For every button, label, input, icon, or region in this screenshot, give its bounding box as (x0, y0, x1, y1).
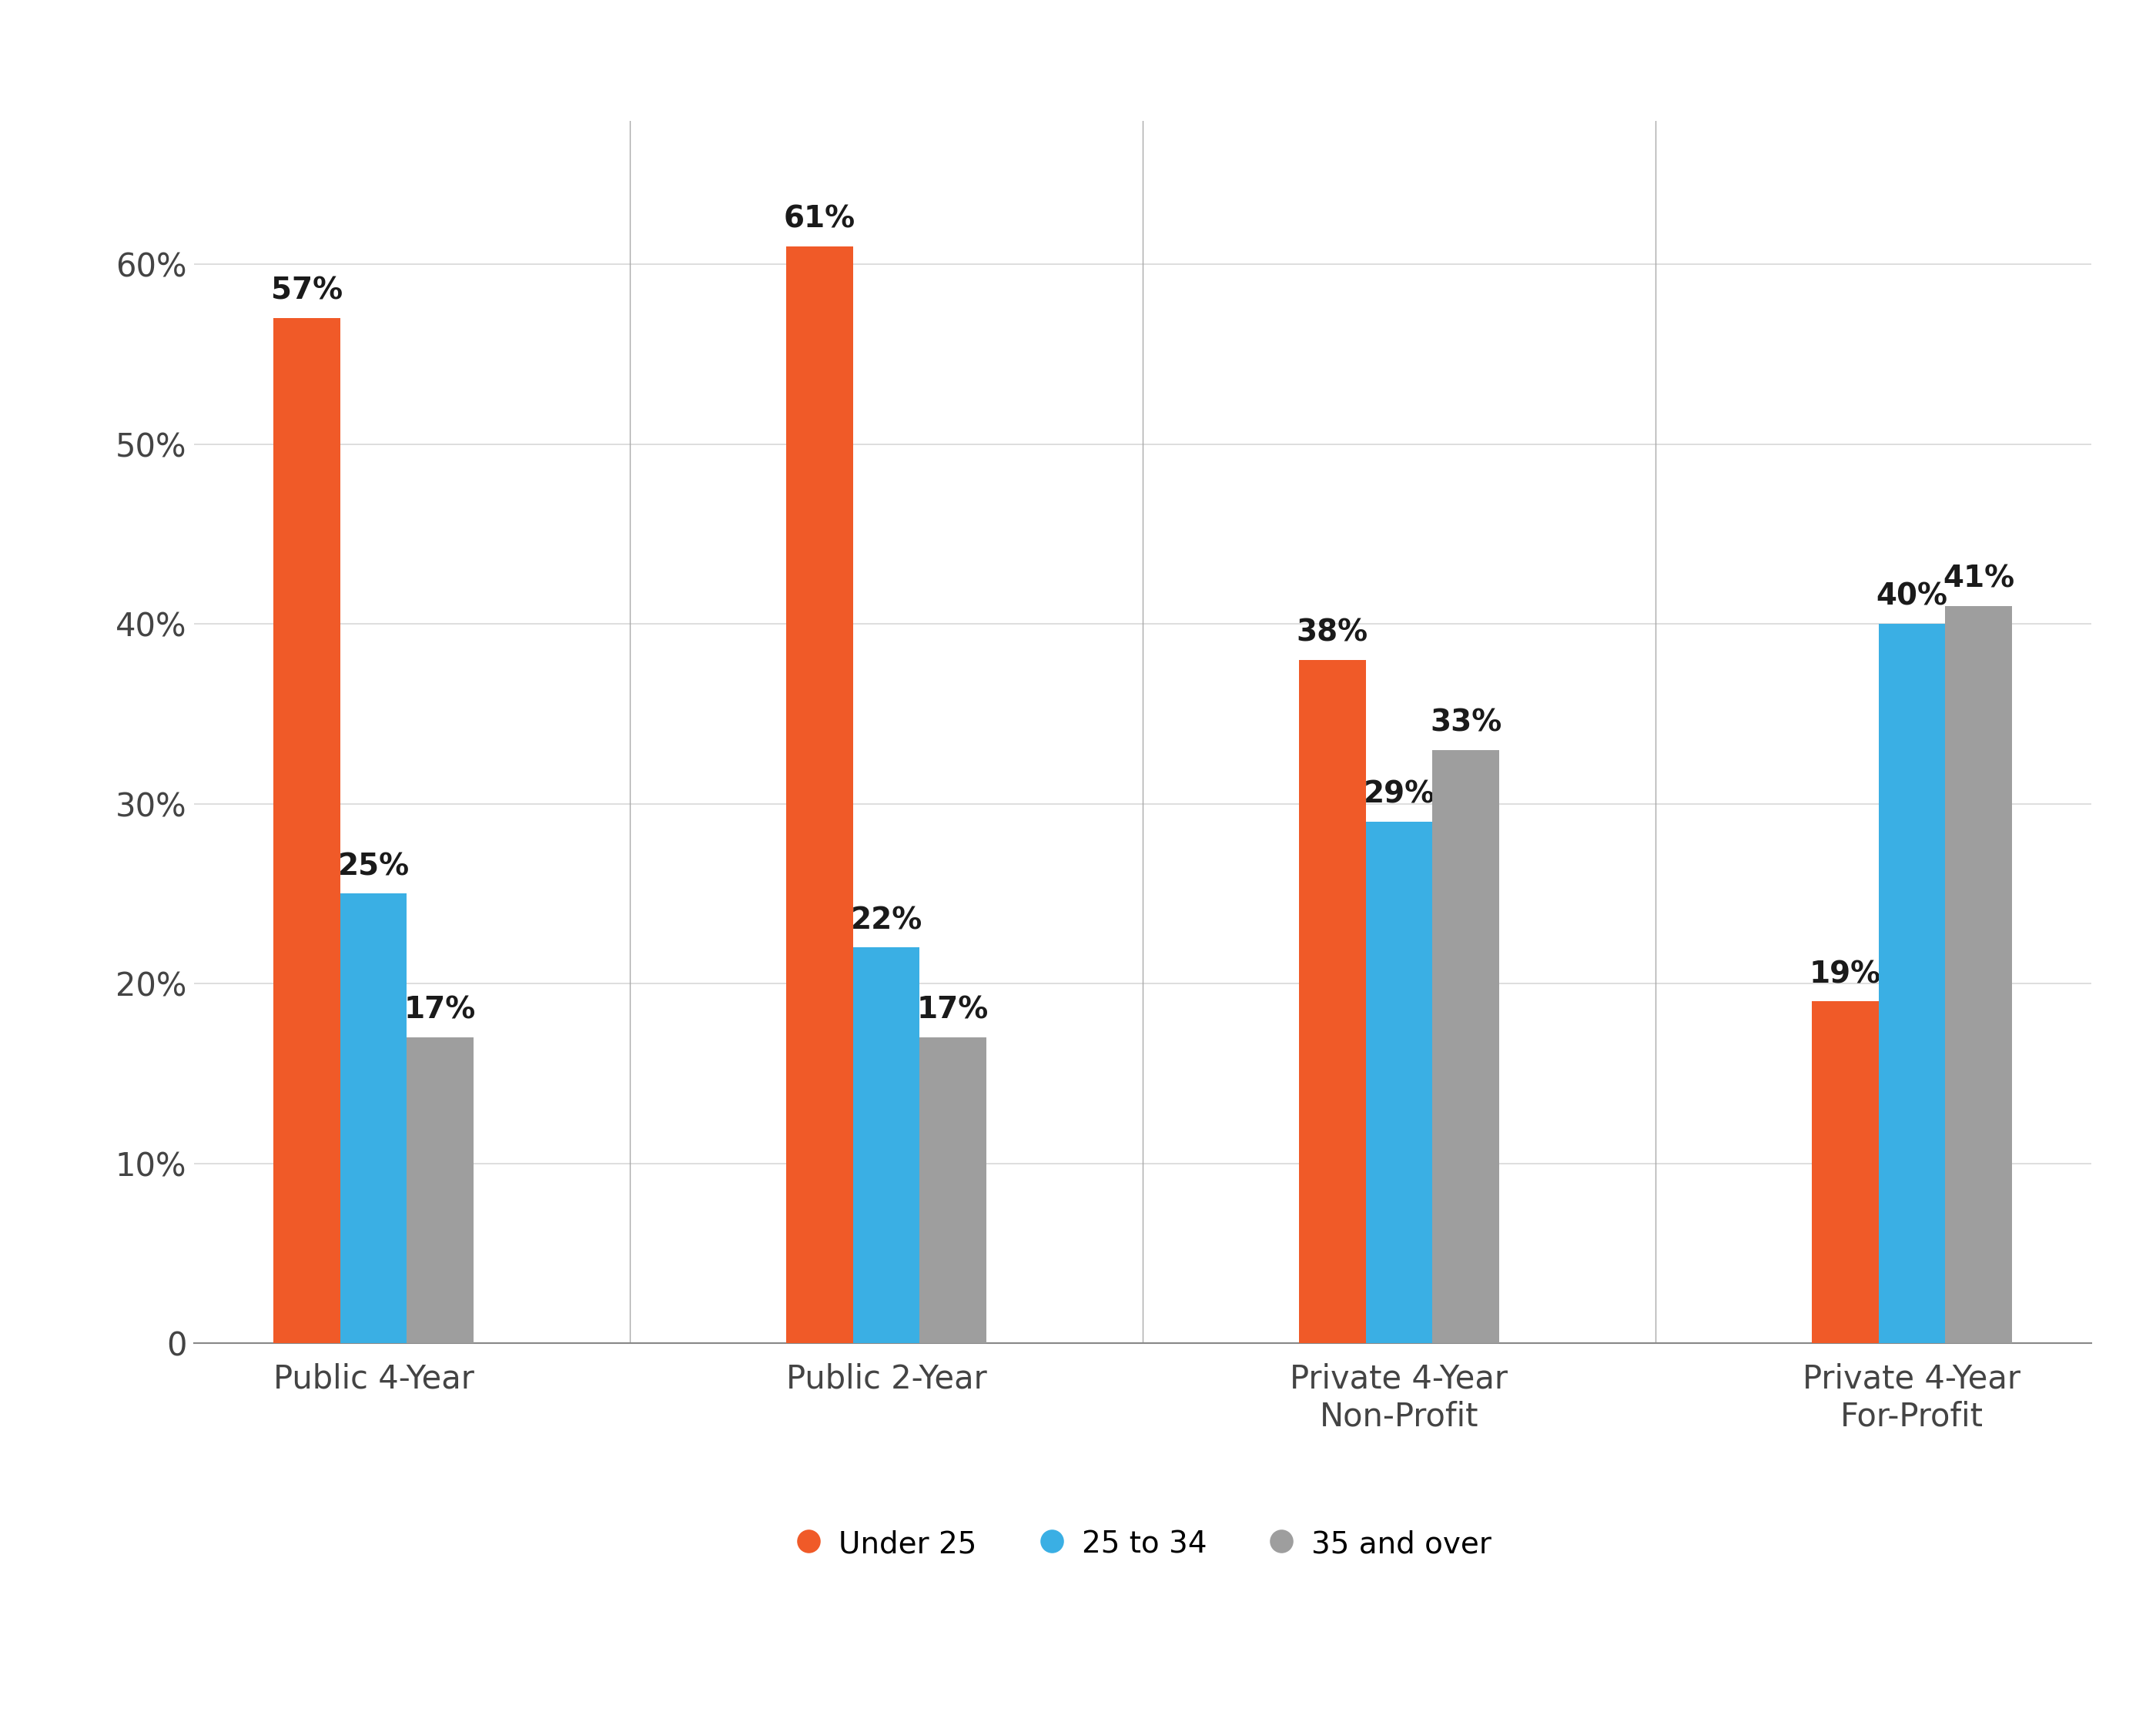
Bar (274, 319, 341, 1343)
Text: 17%: 17% (405, 995, 476, 1025)
Text: 41%: 41% (1943, 565, 2014, 594)
Text: 22%: 22% (849, 906, 923, 935)
Text: 38%: 38% (1296, 618, 1369, 647)
Text: 40%: 40% (1876, 582, 1947, 611)
Text: 19%: 19% (1809, 959, 1880, 988)
Bar (1300, 660, 1365, 1343)
Bar (1878, 623, 1945, 1343)
Bar (1365, 821, 1432, 1343)
Bar (1945, 606, 2012, 1343)
Bar (921, 1037, 985, 1343)
Bar (1432, 749, 1498, 1343)
Bar (787, 246, 854, 1343)
Bar (1811, 1002, 1878, 1343)
Text: 57%: 57% (272, 277, 343, 307)
Text: 29%: 29% (1363, 780, 1436, 809)
Text: 61%: 61% (785, 205, 856, 234)
Text: 33%: 33% (1429, 708, 1501, 737)
Bar (341, 894, 407, 1343)
Text: 17%: 17% (916, 995, 990, 1025)
Legend: Under 25, 25 to 34, 35 and over: Under 25, 25 to 34, 35 and over (783, 1517, 1503, 1570)
Text: 25%: 25% (338, 852, 410, 882)
Bar (407, 1037, 474, 1343)
Bar (854, 947, 921, 1343)
